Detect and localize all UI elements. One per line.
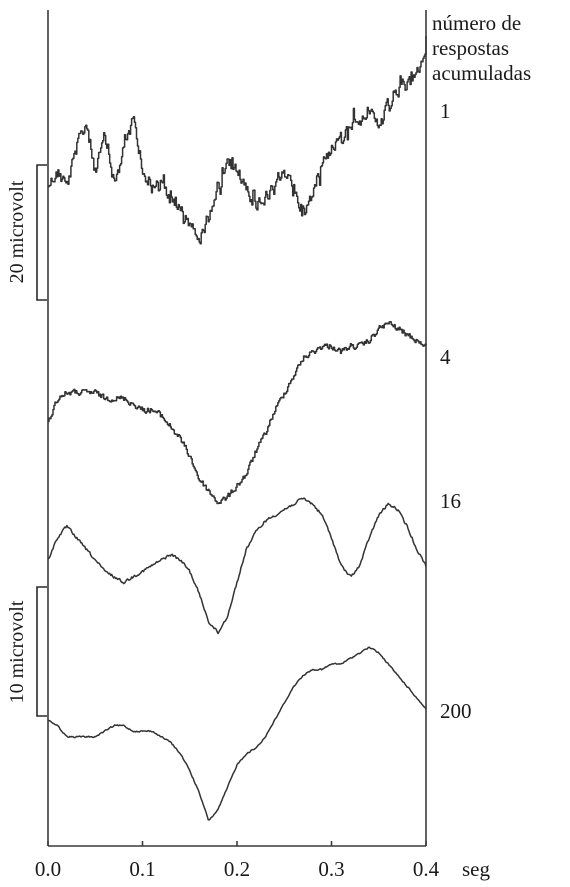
series-label-1: 1	[440, 99, 451, 123]
x-axis-label: seg	[462, 857, 490, 881]
trace-4	[48, 320, 427, 505]
trace-200	[47, 646, 427, 821]
scale-bar-bracket-1	[36, 164, 47, 301]
x-tick-label-0.3: 0.3	[318, 857, 344, 881]
series-label-4: 4	[440, 345, 451, 369]
legend-title-line-1: número de	[432, 11, 521, 35]
trace-16	[47, 497, 427, 635]
x-tick-label-0.2: 0.2	[224, 857, 250, 881]
scale-bar-label-2: 10 microvolt	[6, 600, 28, 703]
legend-title-line-3: acumuladas	[432, 61, 531, 85]
series-label-16: 16	[440, 489, 461, 513]
x-tick-label-0.1: 0.1	[129, 857, 155, 881]
traces	[47, 36, 427, 821]
scale-bar-label-1: 20 microvolt	[6, 180, 28, 283]
trace-1	[48, 36, 427, 245]
legend-title-line-2: respostas	[432, 36, 509, 60]
x-tick-label-0.4: 0.4	[413, 857, 440, 881]
series-label-200: 200	[440, 699, 472, 723]
plot-frame	[36, 10, 427, 847]
scale-bar-bracket-2	[36, 586, 47, 717]
x-tick-label-0.0: 0.0	[35, 857, 61, 881]
